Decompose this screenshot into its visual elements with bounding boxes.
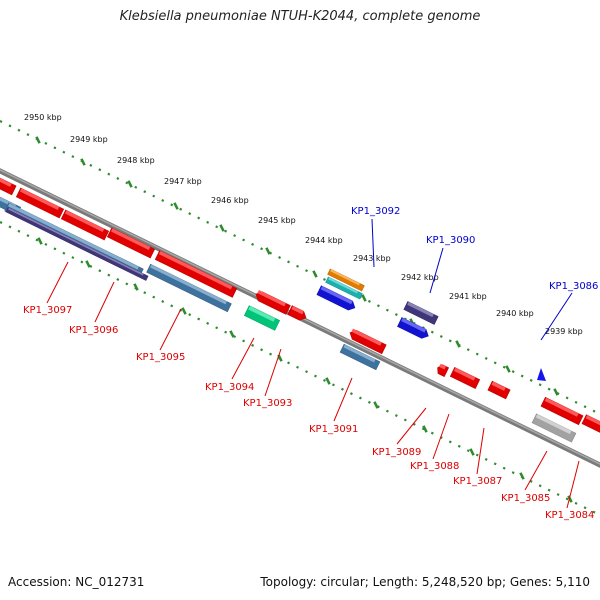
label-leader-line (524, 450, 548, 491)
label-leader-line (333, 377, 353, 422)
major-tick-upper (173, 202, 179, 210)
major-tick-upper (312, 270, 318, 278)
gene-label[interactable]: KP1_3086 (549, 281, 598, 292)
major-tick-lower (85, 260, 91, 268)
label-leader-line (432, 413, 450, 460)
gene-arrow[interactable] (287, 305, 309, 323)
major-tick-lower (133, 283, 139, 291)
major-tick-lower (325, 377, 331, 385)
gene-arrow[interactable] (348, 328, 387, 355)
gene-arrow[interactable] (0, 176, 17, 196)
topology-text: Topology: circular; Length: 5,248,520 bp… (260, 575, 590, 589)
gene-label[interactable]: KP1_3084 (545, 510, 594, 521)
label-leader-line (159, 308, 182, 351)
gene-label[interactable]: KP1_3092 (351, 206, 400, 217)
major-tick-upper (455, 340, 461, 348)
label-leader-line (264, 348, 282, 397)
gene-label[interactable]: KP1_3087 (453, 476, 502, 487)
gene-label[interactable]: KP1_3091 (309, 424, 358, 435)
gene-arrow[interactable] (5, 207, 149, 281)
gene-label[interactable]: KP1_3097 (23, 305, 72, 316)
major-tick-lower (422, 425, 428, 433)
gene-arrow[interactable] (106, 227, 156, 259)
gene-arrow[interactable] (60, 209, 110, 241)
lower-scale-line (0, 221, 600, 516)
gene-arrow[interactable] (487, 380, 511, 400)
scale-label: 2947 kbp (164, 177, 202, 186)
gene-arrow[interactable] (15, 187, 65, 219)
major-tick-upper (265, 247, 271, 255)
scale-label: 2940 kbp (496, 309, 534, 318)
gene-label[interactable]: KP1_3088 (410, 461, 459, 472)
scale-label: 2946 kbp (211, 196, 249, 205)
label-leader-line (429, 247, 444, 294)
gene-label[interactable]: KP1_3094 (205, 382, 254, 393)
major-tick-upper (361, 294, 367, 302)
scale-label: 2944 kbp (305, 236, 343, 245)
label-leader-line (396, 407, 427, 445)
major-tick-lower (469, 448, 475, 456)
scale-label: 2939 kbp (545, 327, 583, 336)
gene-arrow[interactable] (243, 305, 281, 331)
scale-label: 2949 kbp (70, 135, 108, 144)
label-leader-line (476, 427, 485, 475)
major-tick-upper (35, 136, 41, 144)
major-tick-upper (505, 365, 511, 373)
major-tick-lower (373, 401, 379, 409)
major-tick-lower (229, 330, 235, 338)
gene-arrow[interactable] (397, 317, 430, 340)
gene-arrow[interactable] (325, 276, 363, 300)
scale-label: 2950 kbp (24, 113, 62, 122)
gene-arrow[interactable] (316, 285, 357, 313)
gene-arrow[interactable] (581, 414, 600, 434)
map-title: Klebsiella pneumoniae NTUH-K2044, comple… (119, 9, 481, 24)
label-leader-line (94, 281, 115, 323)
gene-arrow[interactable] (537, 368, 546, 381)
gene-label[interactable]: KP1_3095 (136, 352, 185, 363)
scale-label: 2941 kbp (449, 292, 487, 301)
major-tick-lower (181, 307, 187, 315)
major-tick-upper (127, 180, 133, 188)
gene-arrow[interactable] (146, 263, 232, 313)
label-leader-line (540, 292, 573, 341)
accession-text: Accession: NC_012731 (8, 575, 145, 589)
major-tick-upper (553, 388, 559, 396)
gene-label[interactable]: KP1_3085 (501, 493, 550, 504)
gene-arrow[interactable] (339, 343, 381, 371)
gene-arrow[interactable] (531, 413, 577, 443)
label-leader-line (231, 337, 255, 380)
gene-label[interactable]: KP1_3089 (372, 447, 421, 458)
major-tick-lower (37, 237, 43, 245)
label-leader-line (46, 261, 69, 304)
label-leader-line (371, 218, 375, 268)
major-tick-upper (80, 158, 86, 166)
gene-arrow[interactable] (403, 301, 439, 325)
gene-arrow[interactable] (327, 268, 365, 292)
gene-arrow[interactable] (254, 290, 291, 315)
gene-arrow[interactable] (435, 363, 450, 378)
gene-label[interactable]: KP1_3096 (69, 325, 118, 336)
major-tick-lower (567, 495, 573, 503)
major-tick-lower (519, 472, 525, 480)
gene-arrow[interactable] (154, 250, 238, 298)
scale-label: 2945 kbp (258, 216, 296, 225)
gene-arrow[interactable] (540, 396, 584, 426)
major-tick-upper (219, 224, 225, 232)
gene-arrow[interactable] (449, 367, 481, 389)
scale-label: 2948 kbp (117, 156, 155, 165)
gene-label[interactable]: KP1_3090 (426, 235, 475, 246)
upper-scale-line (0, 120, 600, 415)
scale-label: 2943 kbp (353, 254, 391, 263)
gene-label[interactable]: KP1_3093 (243, 398, 292, 409)
scale-label: 2942 kbp (401, 273, 439, 282)
label-leader-line (566, 460, 580, 509)
